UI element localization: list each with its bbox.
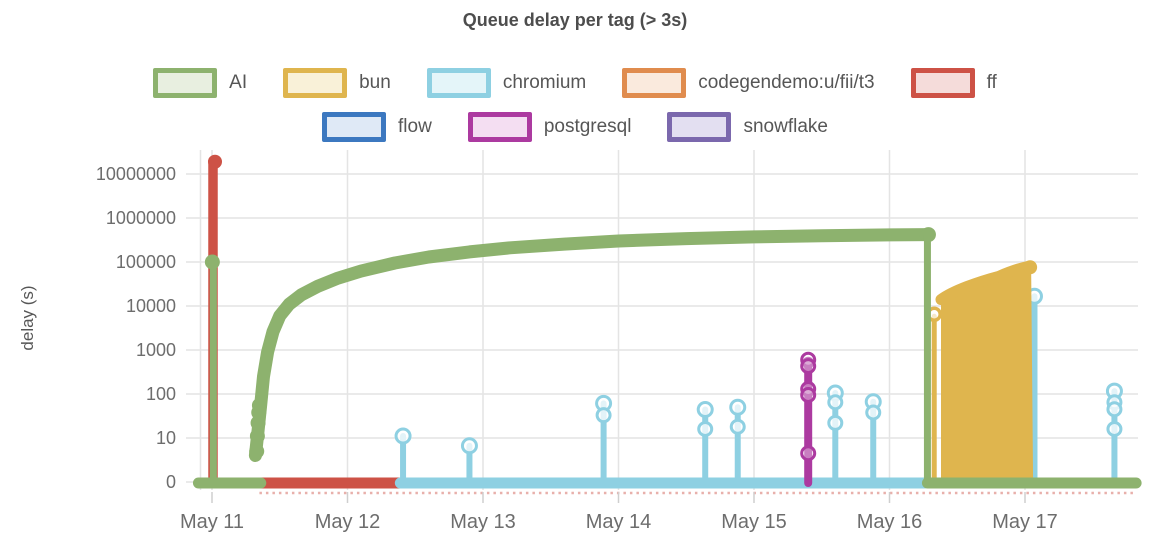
legend-item-codegendemo-u-fii-t3[interactable]: codegendemo:u/fii/t3 xyxy=(622,68,875,98)
y-tick-label: 10000 xyxy=(126,296,176,316)
x-tick-label: May 13 xyxy=(450,511,516,533)
y-tick-label: 10 xyxy=(156,428,176,448)
legend-item-postgresql[interactable]: postgresql xyxy=(467,112,632,142)
legend-label: postgresql xyxy=(543,116,632,137)
axes: May 11 May 12 May 13 May 14 May 15 May 16 May … xyxy=(96,164,1058,533)
x-tick-label: May 16 xyxy=(857,511,923,533)
legend-label: ff xyxy=(986,72,997,93)
legend-item-flow[interactable]: flow xyxy=(322,112,432,142)
y-tick-label: 100 xyxy=(146,384,176,404)
legend-item-ai[interactable]: AI xyxy=(153,68,247,98)
series-bun xyxy=(926,260,1038,486)
legend-label: flow xyxy=(398,116,432,137)
x-tick-label: May 11 xyxy=(180,511,244,533)
x-tick-label: May 15 xyxy=(721,511,787,533)
x-tick-label: May 14 xyxy=(586,511,652,533)
chart-title: Queue delay per tag (> 3s) xyxy=(462,10,688,30)
series-chromium xyxy=(394,382,1123,489)
legend-label: snowflake xyxy=(743,116,828,137)
y-tick-label: 1000 xyxy=(136,340,176,360)
legend-label: chromium xyxy=(502,72,587,93)
legend-row-1: AI bun chromium codegendemo:u/fii/t3 ff xyxy=(0,68,1150,98)
legend-item-snowflake[interactable]: snowflake xyxy=(667,112,828,142)
legend-swatch xyxy=(283,68,348,98)
y-tick-label: 1000000 xyxy=(106,208,176,228)
legend-label: AI xyxy=(229,72,248,93)
y-tick-label: 10000000 xyxy=(96,164,176,184)
legend-item-bun[interactable]: bun xyxy=(283,68,391,98)
legend-swatch xyxy=(910,68,975,98)
legend-label: bun xyxy=(359,72,391,93)
x-tick-label: May 17 xyxy=(992,511,1058,533)
series-postgresql xyxy=(800,351,817,487)
legend-swatch xyxy=(153,68,218,98)
legend-swatch xyxy=(426,68,491,98)
legend-swatch xyxy=(622,68,687,98)
legend-swatch xyxy=(322,112,387,142)
x-tick-label: May 12 xyxy=(315,511,381,533)
legend-swatch xyxy=(467,112,532,142)
series-ai xyxy=(192,227,1142,489)
legend-swatch xyxy=(667,112,732,142)
legend-item-ff[interactable]: ff xyxy=(910,68,997,98)
y-tick-label: 100000 xyxy=(116,252,176,272)
legend-row-2: flow postgresql snowflake xyxy=(0,112,1150,142)
legend-label: codegendemo:u/fii/t3 xyxy=(698,72,875,93)
y-tick-label: 0 xyxy=(166,472,176,492)
legend-item-chromium[interactable]: chromium xyxy=(426,68,587,98)
